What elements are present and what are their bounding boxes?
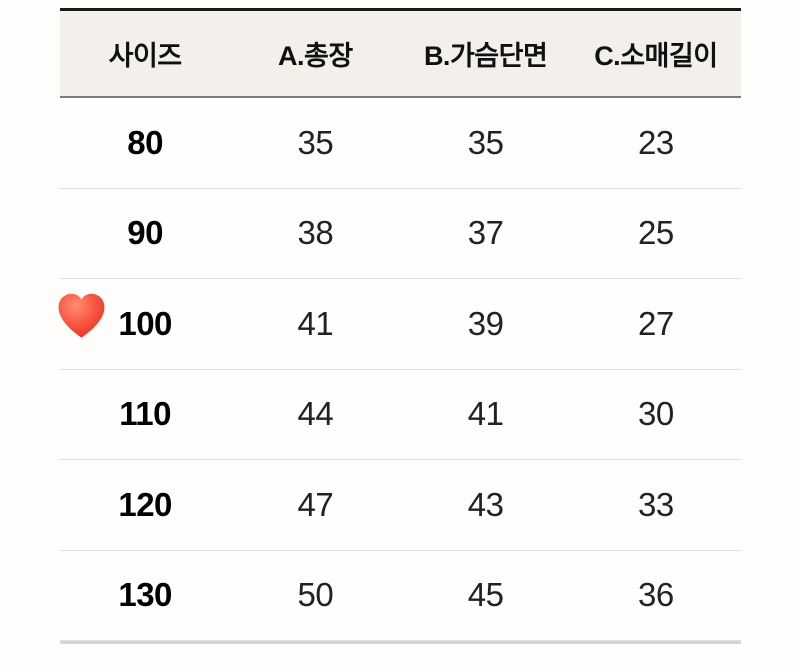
cell-size: 80 [127, 123, 163, 161]
cell-sleeve-value: 23 [638, 123, 674, 161]
table-row-90: 90 38 37 25 [60, 188, 741, 279]
cell-chest-value: 43 [467, 485, 504, 523]
cell-length-value: 44 [297, 395, 334, 433]
cell-length-value: 41 [297, 304, 334, 342]
table-row-120: 120 47 43 33 [60, 460, 741, 551]
cell-chest-value: 45 [467, 576, 504, 614]
size-chart-table: 사이즈 A.총장 B.가슴단면 C.소매길이 80 35 35 23 90 38… [60, 8, 741, 644]
table-row-110: 110 44 41 30 [60, 369, 741, 460]
cell-chest-value: 41 [467, 395, 504, 433]
cell-chest-value: 39 [467, 304, 504, 342]
cell-size: 90 [127, 214, 163, 252]
table-row-100-highlighted: 100 41 39 27 [60, 279, 741, 370]
table-header-row: 사이즈 A.총장 B.가슴단면 C.소매길이 [60, 11, 741, 98]
table-row-80: 80 35 35 23 [60, 98, 741, 189]
cell-sleeve-value: 30 [638, 395, 674, 433]
cell-size: 100 [118, 304, 172, 342]
header-cell-sleeve: C.소매길이 [594, 41, 718, 71]
cell-sleeve-value: 27 [638, 304, 674, 342]
cell-sleeve-value: 33 [638, 485, 674, 523]
cell-size: 120 [118, 485, 172, 523]
header-cell-chest: B.가슴단면 [423, 41, 548, 71]
cell-size: 130 [118, 576, 172, 614]
header-cell-size: 사이즈 [108, 41, 183, 71]
cell-length-value: 38 [297, 214, 334, 252]
cell-length-value: 35 [297, 123, 334, 161]
cell-size: 110 [119, 395, 171, 433]
cell-sleeve-value: 25 [638, 214, 674, 252]
cell-chest-value: 35 [467, 123, 504, 161]
table-top-rule [60, 8, 741, 11]
cell-chest-value: 37 [467, 214, 504, 252]
red-heart-icon [58, 293, 105, 338]
table-row-130: 130 50 45 36 [60, 550, 741, 641]
header-cell-length: A.총장 [278, 41, 353, 71]
cell-length-value: 47 [297, 485, 334, 523]
table-bottom-rule [60, 641, 741, 644]
cell-length-value: 50 [297, 576, 334, 614]
cell-sleeve-value: 36 [638, 576, 674, 614]
